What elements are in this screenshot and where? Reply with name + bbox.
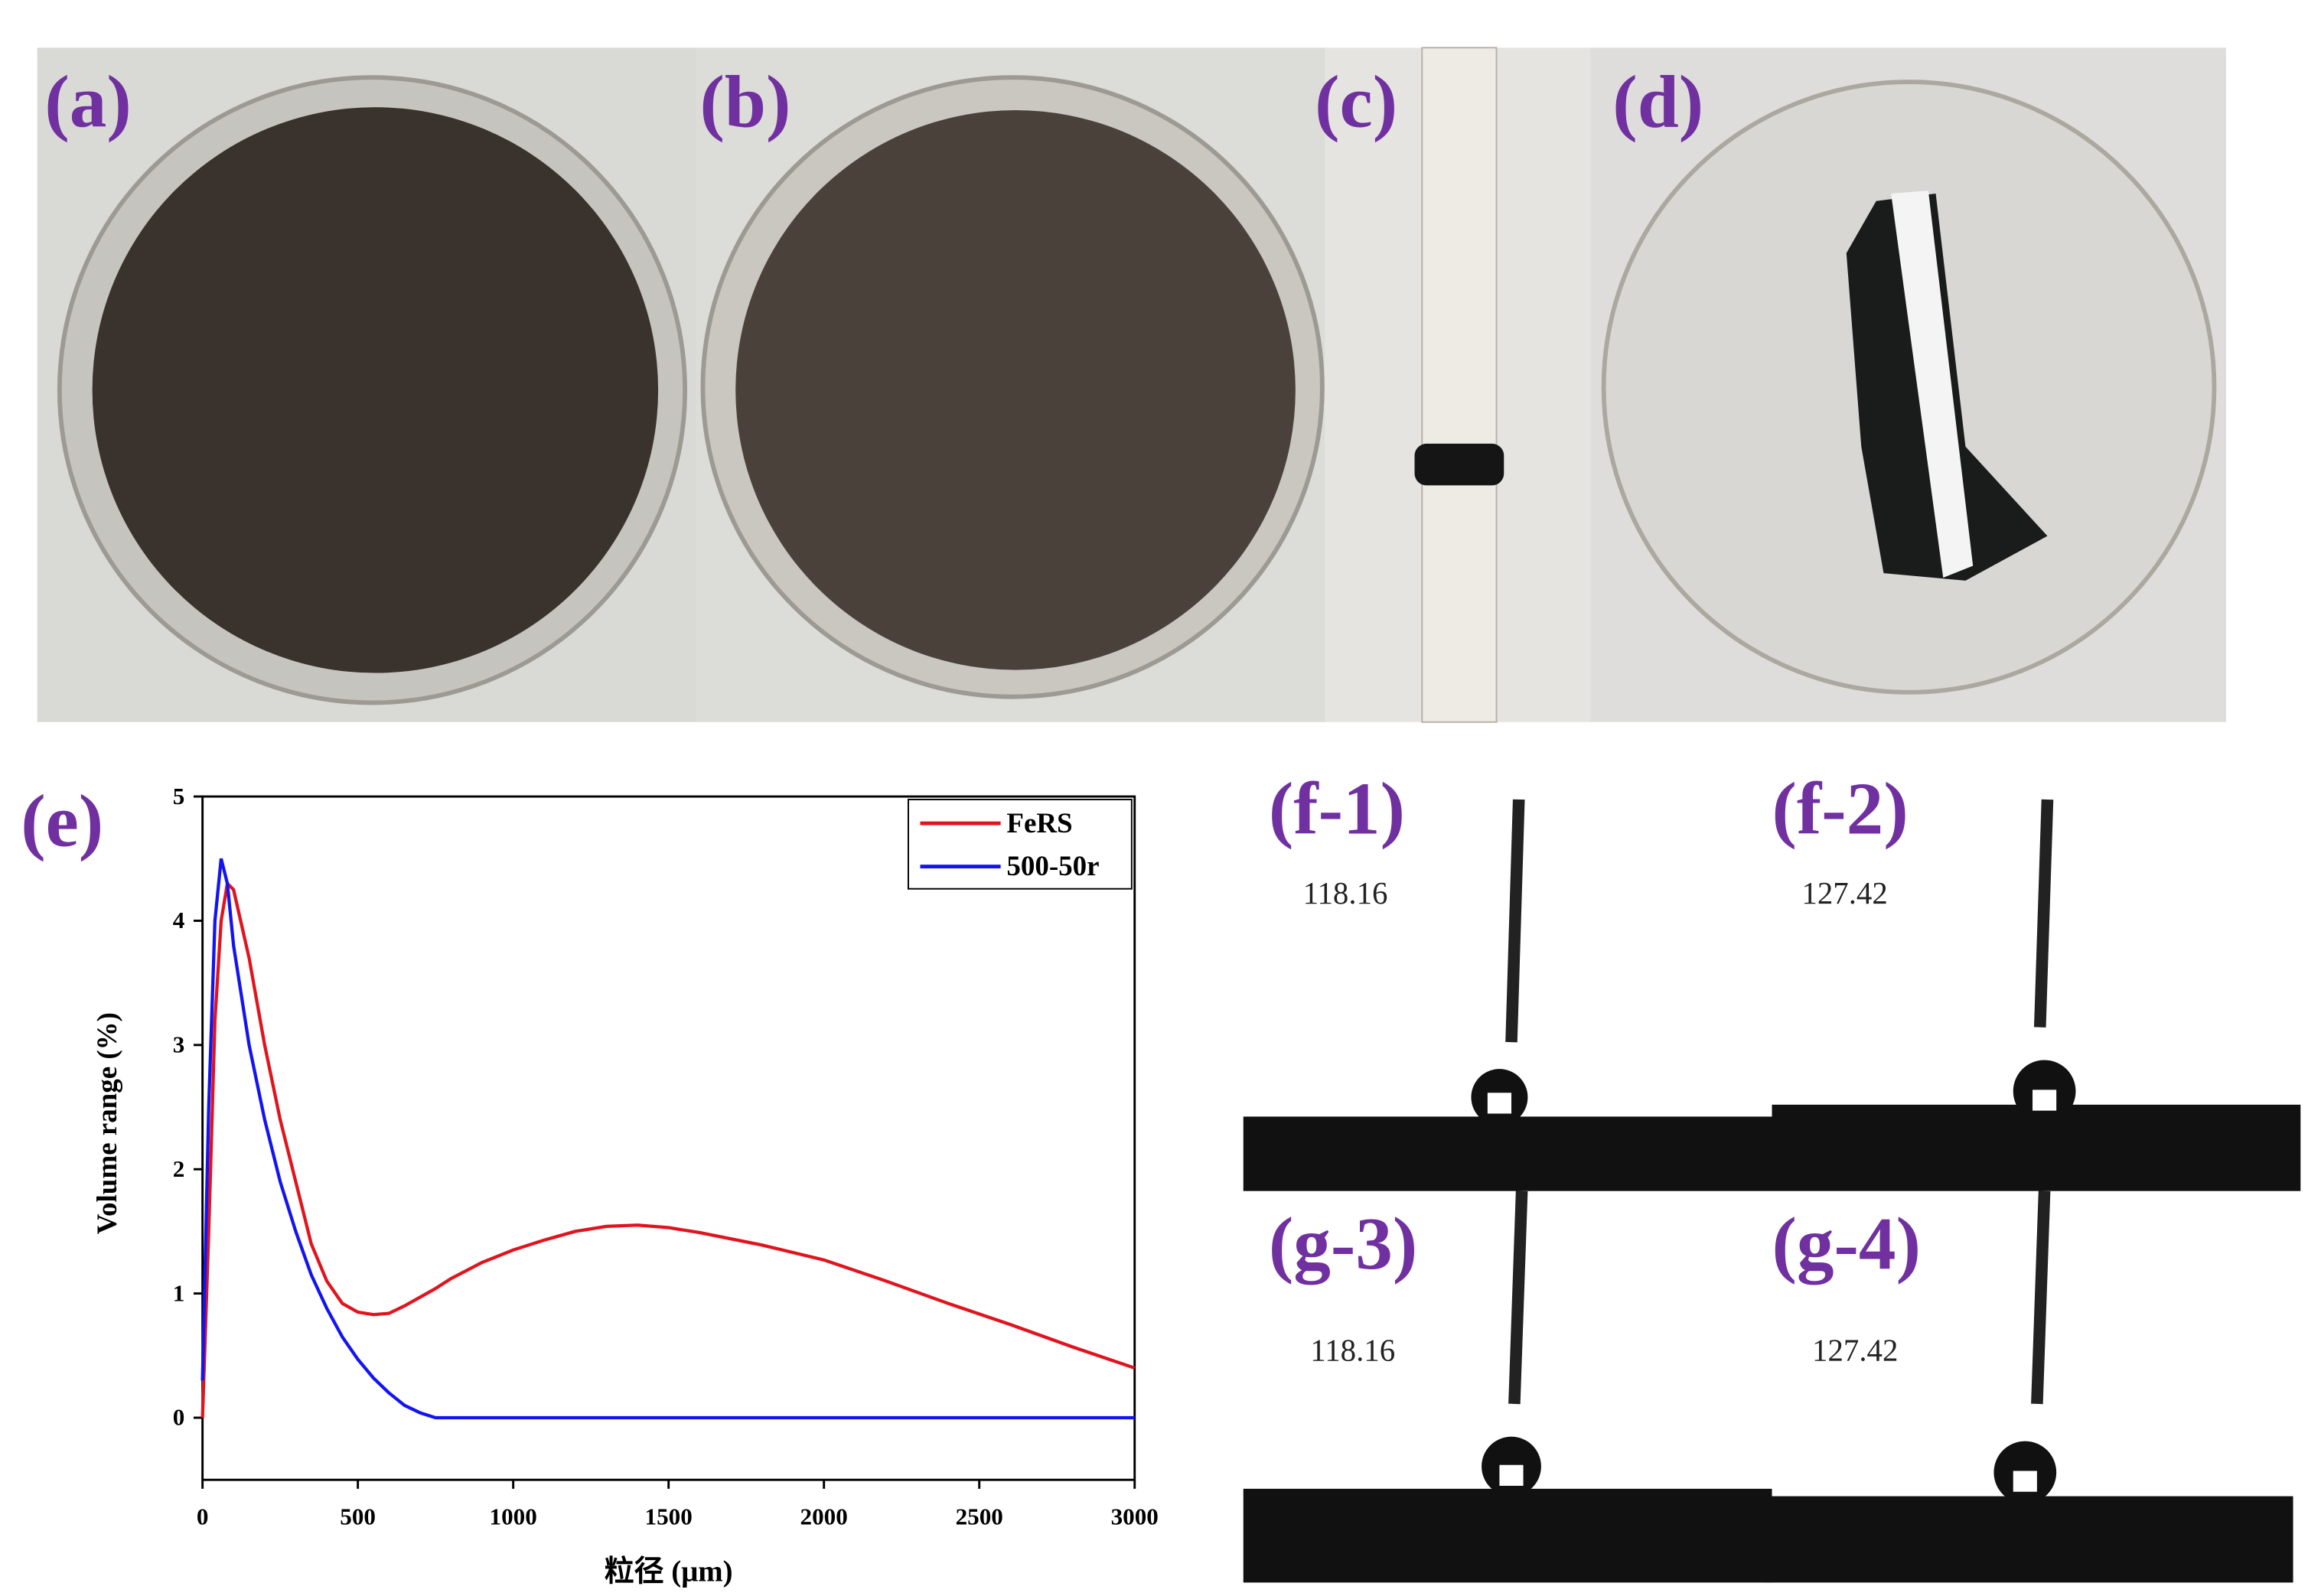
x-tick-label: 1000 (490, 1503, 537, 1530)
x-tick-label: 0 (197, 1503, 209, 1530)
series-line (200, 858, 1135, 1420)
panel-label: (e) (21, 780, 103, 862)
contact-angle-value: 118.16 (1310, 1334, 1395, 1368)
contact-angle-images (1243, 796, 2301, 1583)
panel-label: (d) (1612, 60, 1703, 143)
legend-box (907, 798, 1133, 890)
panel-label: (b) (700, 60, 791, 143)
contact-angle-value: 127.42 (1812, 1334, 1898, 1368)
y-tick-label: 0 (173, 1404, 185, 1431)
x-tick-label: 500 (340, 1503, 376, 1530)
panel-label: (g-4) (1772, 1203, 1921, 1285)
contact-angle-value: 127.42 (1801, 876, 1887, 910)
plot-frame (201, 795, 1136, 1481)
x-axis-label: 粒径 (μm) (605, 1555, 733, 1588)
photo-row (37, 47, 2226, 723)
y-tick-label: 2 (173, 1155, 185, 1182)
y-tick-label: 5 (173, 783, 185, 809)
x-tick-label: 3000 (1111, 1503, 1159, 1530)
y-tick-label: 3 (173, 1031, 185, 1058)
panel-label: (g-3) (1269, 1203, 1417, 1285)
x-tick-label: 2000 (800, 1503, 848, 1530)
x-tick-label: 1500 (645, 1503, 693, 1530)
contact-angle-value: 118.16 (1303, 876, 1388, 910)
x-tick-label: 2500 (956, 1503, 1003, 1530)
y-axis-label: Volume range (%) (91, 1012, 123, 1234)
chart: (e) 0 1 2 3 4 5 0 500 1000 1500 2000 2500 3000 粒径 (μm)… (21, 780, 1159, 1588)
panel-label: (f-2) (1772, 768, 1909, 851)
panel-label: (f-1) (1269, 768, 1405, 851)
panel-label: (a) (44, 60, 131, 143)
legend-label: 500-50r (1006, 850, 1099, 881)
panel-label: (c) (1315, 60, 1397, 143)
series-line (200, 880, 1136, 1418)
y-tick-label: 4 (173, 907, 185, 933)
legend-label: FeRS (1006, 807, 1072, 839)
y-tick-label: 1 (173, 1279, 185, 1306)
